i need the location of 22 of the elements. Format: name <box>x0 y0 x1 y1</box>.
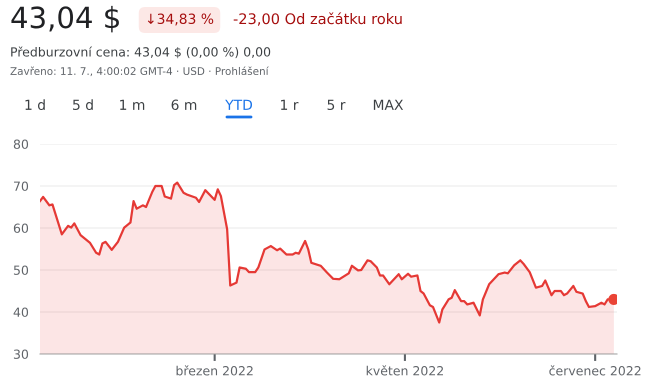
text: 6 m <box>172 100 196 110</box>
text: 5 r <box>328 100 346 110</box>
y-tick-label: 60 <box>14 223 28 233</box>
y-tick-label: 50 <box>14 265 28 275</box>
chart-subtitle: Předburzovní cena: 43,04 $ (0,00 %) 0,00 <box>11 46 270 58</box>
y-tick-label: 40 <box>14 307 28 317</box>
text: MAX <box>374 100 404 110</box>
chart-title: 43,04 $ <box>11 6 119 32</box>
text: -23,00 Od začátku roku <box>234 12 402 26</box>
text: ↓34,83 % <box>148 14 214 26</box>
y-tick-label: 30 <box>14 349 28 359</box>
text: 1 d <box>25 99 45 110</box>
text: 5 d <box>73 99 93 110</box>
x-tick-label: červenec 2022 <box>549 365 640 376</box>
text: YTD <box>225 100 252 110</box>
text: 1 r <box>281 100 298 110</box>
text: Zavřeno: 11. 7., 4:00:02 GMT-4 · USD · Prohlášení <box>10 66 269 76</box>
x-tick-label: březen 2022 <box>176 365 253 376</box>
text: 1 m <box>120 100 144 110</box>
y-tick-label: 80 <box>14 139 28 149</box>
x-tick-label: květen 2022 <box>366 365 443 376</box>
y-tick-label: 70 <box>14 181 28 191</box>
